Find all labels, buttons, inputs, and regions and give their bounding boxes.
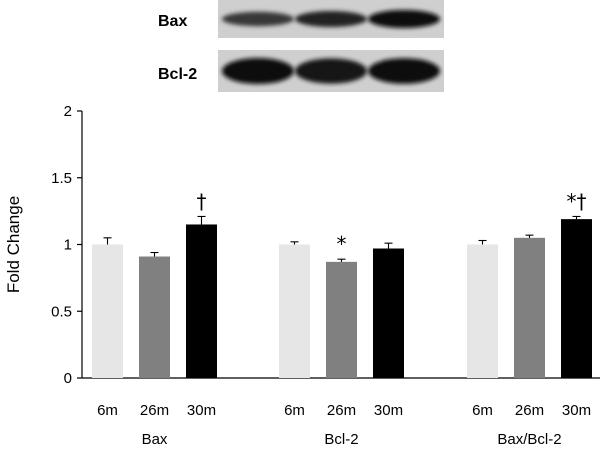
- bar: [326, 261, 357, 378]
- x-category-label: 30m: [187, 402, 216, 419]
- bar: [561, 219, 592, 378]
- y-axis-ticks: 0 0.5 1 1.5 2: [51, 103, 82, 387]
- bars: [92, 219, 592, 378]
- x-group-label: Bax/Bcl-2: [497, 431, 561, 448]
- error-bar: [197, 215, 206, 225]
- x-group-label: Bcl-2: [324, 431, 358, 448]
- error-bars: [103, 215, 581, 262]
- y-tick-label: 0: [64, 370, 72, 387]
- error-bar: [337, 258, 346, 262]
- x-category-label: 6m: [472, 402, 493, 419]
- significance-mark: *†: [567, 189, 587, 213]
- western-blot-panel: Bax Bcl-2: [158, 0, 444, 92]
- bar-chart: 0 0.5 1 1.5 2 Fold Change † * *† 6m 26m 30m 6m 26m…: [4, 103, 600, 448]
- blot-band: [368, 58, 440, 84]
- y-tick-label: 1: [64, 237, 72, 254]
- x-category-labels: 6m 26m 30m 6m 26m 30m 6m 26m 30m: [97, 402, 591, 419]
- error-bar: [150, 251, 159, 257]
- x-group-labels: Bax Bcl-2 Bax/Bcl-2: [142, 431, 562, 448]
- bar: [279, 244, 310, 378]
- blot-band: [222, 11, 294, 27]
- blot-band: [368, 10, 440, 28]
- blot-band: [295, 58, 367, 84]
- error-bar: [103, 237, 112, 245]
- x-group-label: Bax: [142, 431, 168, 448]
- error-bar: [478, 239, 487, 245]
- bar: [139, 256, 170, 378]
- x-category-label: 26m: [515, 402, 544, 419]
- bar: [92, 244, 123, 378]
- y-axis-title: Fold Change: [4, 196, 23, 293]
- blot-label-bax: Bax: [158, 13, 187, 30]
- error-bar: [572, 215, 581, 220]
- x-category-label: 30m: [374, 402, 403, 419]
- x-category-label: 6m: [97, 402, 118, 419]
- blot-band: [222, 58, 294, 84]
- y-tick-label: 0.5: [51, 303, 72, 320]
- error-bar: [525, 234, 534, 238]
- bar: [373, 248, 404, 378]
- blot-band: [295, 11, 367, 27]
- error-bar: [290, 241, 299, 245]
- bar: [186, 224, 217, 378]
- error-bar: [384, 242, 393, 249]
- significance-marks: † * *†: [197, 189, 587, 256]
- blot-label-bcl2: Bcl-2: [158, 66, 197, 83]
- significance-mark: †: [197, 189, 207, 213]
- x-category-label: 26m: [140, 402, 169, 419]
- y-tick-label: 1.5: [51, 170, 72, 187]
- bar: [514, 237, 545, 378]
- x-category-label: 6m: [284, 402, 305, 419]
- x-category-label: 26m: [327, 402, 356, 419]
- x-category-label: 30m: [562, 402, 591, 419]
- bar: [467, 244, 498, 378]
- significance-mark: *: [337, 232, 347, 256]
- y-tick-label: 2: [64, 103, 72, 120]
